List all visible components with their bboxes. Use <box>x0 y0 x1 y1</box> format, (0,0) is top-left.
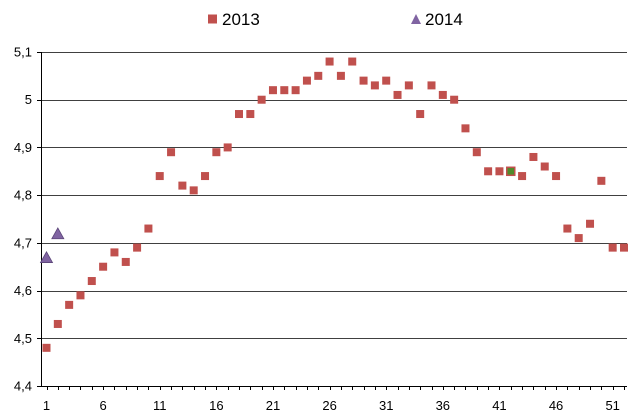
point-2013-1 <box>42 343 51 352</box>
x-tick-label: 26 <box>322 398 336 413</box>
point-2013-29 <box>359 76 368 85</box>
data-points <box>39 57 628 352</box>
point-2013-35 <box>427 81 436 90</box>
point-2014-2 <box>51 227 65 240</box>
point-2013-32 <box>393 90 402 99</box>
y-tick-label: 4,7 <box>14 235 32 250</box>
x-tick-label: 6 <box>100 398 107 413</box>
point-2013-52 <box>620 243 628 252</box>
axes <box>37 52 627 390</box>
point-2013-48 <box>574 234 583 243</box>
point-2013-6 <box>99 262 108 271</box>
point-2013-3 <box>65 300 74 309</box>
y-tick-label: 5 <box>25 92 32 107</box>
y-tick-label: 4,8 <box>14 188 32 203</box>
point-2013-50 <box>597 176 606 185</box>
point-2013-26 <box>325 57 334 66</box>
point-2013-36 <box>438 90 447 99</box>
x-tick-label: 51 <box>605 398 619 413</box>
x-tick-label: 21 <box>266 398 280 413</box>
point-2013-17 <box>223 143 232 152</box>
point-2013-21 <box>268 86 277 95</box>
point-2013-20 <box>257 95 266 104</box>
legend-label-2013: 2013 <box>222 10 260 29</box>
point-2013-23 <box>291 86 300 95</box>
point-2014-1 <box>39 250 54 263</box>
point-2013-38 <box>461 124 470 133</box>
point-2013-30 <box>370 81 379 90</box>
point-2013-51 <box>608 243 617 252</box>
point-2013-16 <box>212 148 221 157</box>
point-2013-11 <box>155 172 164 181</box>
x-tick-label: 46 <box>549 398 563 413</box>
point-2013-18 <box>235 110 243 119</box>
point-2013-43 <box>518 172 527 181</box>
point-2013-37 <box>450 95 459 104</box>
y-tick-label: 5,1 <box>14 45 32 60</box>
legend-marker-2014 <box>411 14 421 24</box>
point-2013-34 <box>416 110 425 119</box>
y-tick-label: 4,6 <box>14 283 32 298</box>
point-2013-49 <box>586 219 595 228</box>
point-2013-46 <box>552 172 561 181</box>
point-2013-12 <box>167 148 176 157</box>
legend-label-2014: 2014 <box>425 10 463 29</box>
point-2013-31 <box>382 76 391 85</box>
x-tick-label: 1 <box>43 398 50 413</box>
point-2013-27 <box>336 71 345 80</box>
x-tick-label: 31 <box>379 398 393 413</box>
point-2013-7 <box>110 248 119 257</box>
x-tick-label: 36 <box>436 398 450 413</box>
point-2013-47 <box>563 224 572 233</box>
legend-item-2014: 2014 <box>411 10 463 29</box>
point-2013-44 <box>529 152 538 161</box>
point-2013-4 <box>76 291 85 300</box>
gridlines <box>41 52 627 339</box>
point-2013-8 <box>121 257 130 266</box>
point-2013-9 <box>133 243 142 252</box>
y-tick-labels: 4,4 4,5 4,6 4,7 4,8 4,9 5 5,1 <box>14 45 32 394</box>
point-2013-25 <box>314 71 323 80</box>
x-tick-label: 41 <box>492 398 506 413</box>
point-2013-2 <box>53 319 62 328</box>
y-tick-label: 4,5 <box>14 331 32 346</box>
x-tick-label: 11 <box>153 398 167 413</box>
point-2013-33 <box>404 81 413 90</box>
y-tick-label: 4,9 <box>14 140 32 155</box>
y-tick-label: 4,4 <box>14 379 32 394</box>
point-2013-45 <box>540 162 549 171</box>
point-2013-10 <box>144 224 153 233</box>
point-2013-28 <box>348 57 357 66</box>
point-2013-13 <box>178 181 187 190</box>
point-2013-40 <box>484 167 493 176</box>
point-2013-39 <box>472 148 481 157</box>
point-2013-24 <box>302 76 311 85</box>
point-2013-42 <box>506 166 516 177</box>
legend-marker-2013 <box>208 14 217 24</box>
point-2013-22 <box>280 86 289 95</box>
point-2013-5 <box>87 277 96 286</box>
x-tick-label: 16 <box>209 398 223 413</box>
point-2013-19 <box>246 110 255 119</box>
legend-item-2013: 2013 <box>208 10 260 29</box>
legend: 2013 2014 <box>208 10 463 29</box>
point-2013-14 <box>189 186 198 195</box>
x-tick-labels: 1 6 11 16 21 26 31 36 41 46 51 <box>43 398 620 413</box>
point-2013-41 <box>495 167 504 176</box>
point-2013-15 <box>201 172 210 181</box>
